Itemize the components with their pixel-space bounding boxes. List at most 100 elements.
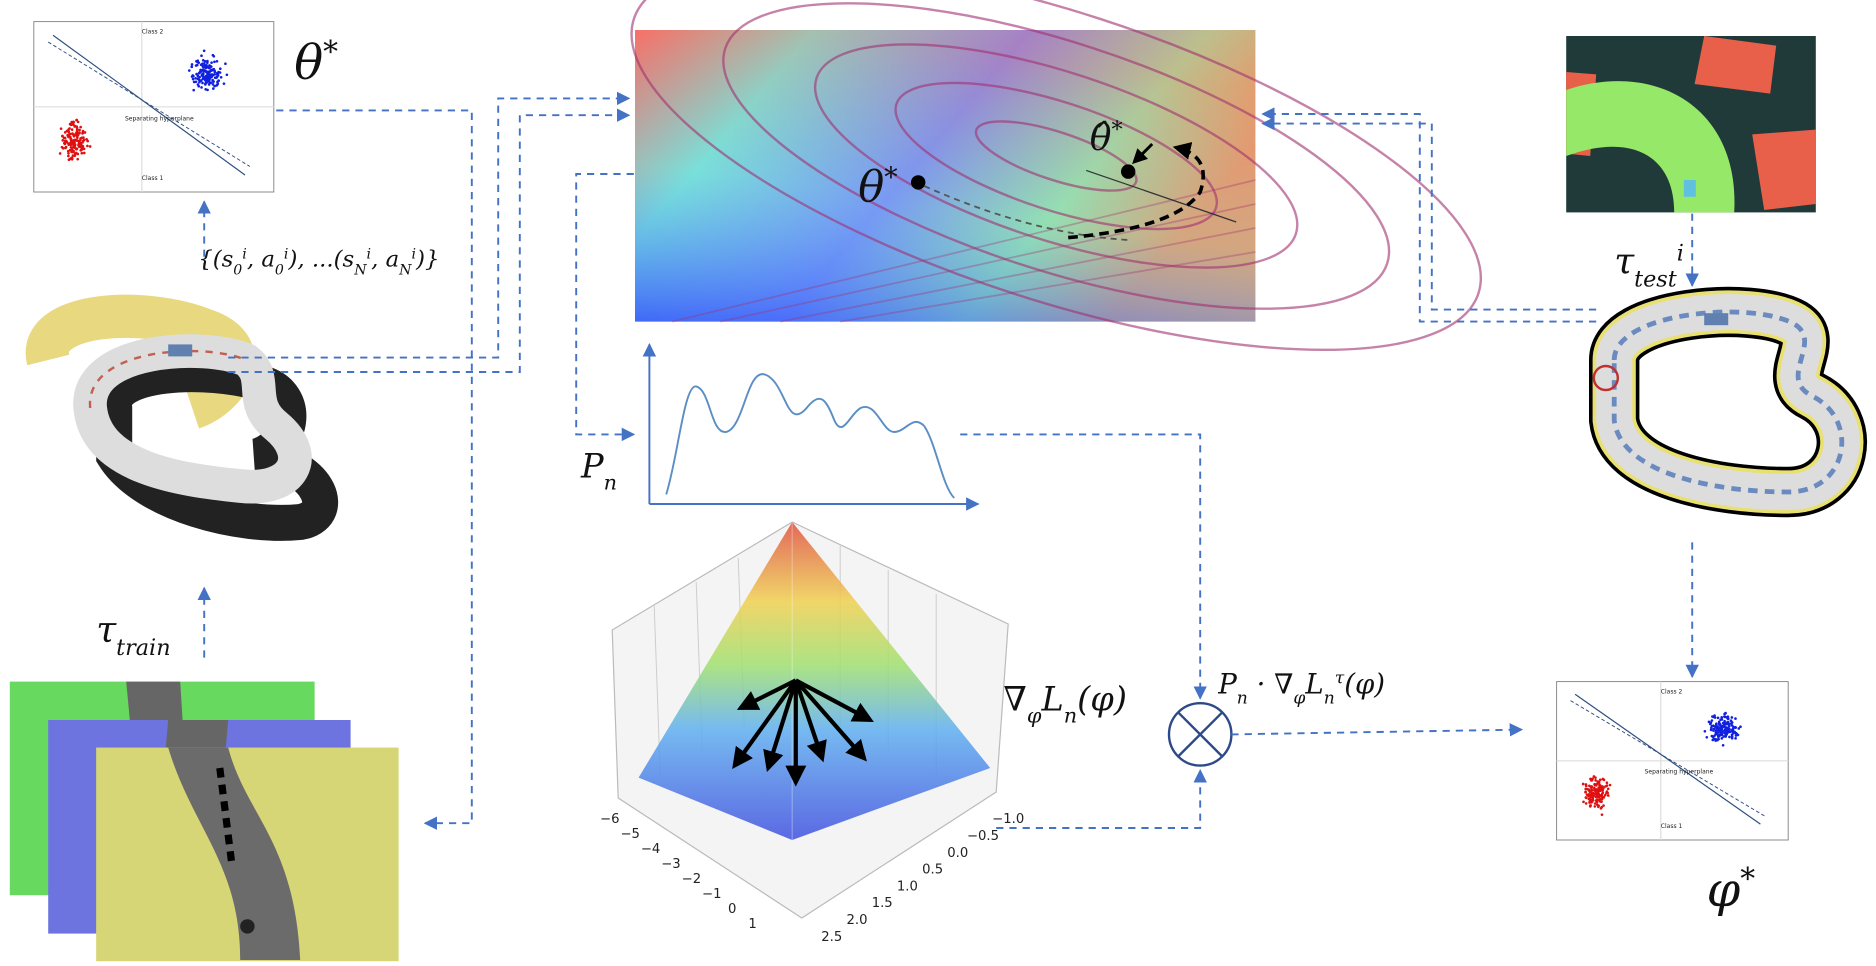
class-point [197, 71, 201, 75]
class-point [1584, 783, 1588, 786]
class-point [1602, 778, 1606, 782]
class-point [1602, 796, 1606, 799]
axis-tick-label: 1.5 [872, 896, 893, 911]
math-label: τtrain [96, 610, 170, 661]
class-point [66, 149, 70, 153]
class-point [75, 118, 78, 122]
math-label: φ* [1707, 862, 1756, 919]
label-text: · ∇ [1248, 668, 1294, 701]
label-subscript: train [116, 635, 170, 661]
class-point [213, 84, 216, 88]
label-subscript: N [398, 262, 412, 278]
class-point [75, 147, 78, 151]
label-superscript: * [323, 35, 338, 70]
class-point [195, 59, 198, 63]
class-point [1739, 725, 1742, 729]
class-point [1716, 725, 1719, 729]
class-point [222, 82, 226, 85]
class-point [77, 139, 81, 143]
class-point [213, 69, 216, 73]
label-subscript: 0 [233, 262, 242, 278]
label-text: L [1040, 679, 1063, 718]
class-point [78, 145, 82, 148]
class-point [1711, 715, 1714, 718]
classifier-scatter-plot: Class 2 Class 1 Separating hyperplane [1556, 681, 1789, 841]
class-point [1732, 725, 1735, 729]
classifier-scatter-plot: Class 2 Class 1 Separating hyperplane [33, 21, 275, 193]
class-point [1714, 739, 1717, 742]
axis-tick-label: 1 [748, 917, 756, 932]
label-subscript: n [1237, 689, 1248, 709]
label-subscript: test [1634, 267, 1677, 293]
class-point [1720, 733, 1724, 737]
class-point [1595, 798, 1599, 802]
axis-tick-label: −3 [661, 857, 680, 872]
class-point [1597, 804, 1600, 808]
class-point [60, 145, 64, 149]
label-superscript: i [1677, 241, 1684, 267]
class-point [1594, 779, 1597, 782]
class-point [82, 138, 86, 142]
axis-tick-label: −1.0 [992, 812, 1024, 827]
label-superscript: i [367, 246, 372, 262]
gradient-surface-plot [611, 521, 1009, 919]
label-text: τ [1614, 242, 1635, 283]
class-point [1712, 729, 1715, 732]
class-point [79, 125, 82, 129]
class-point [211, 53, 215, 57]
class-point [201, 81, 204, 85]
axis-tick-label: −0.5 [967, 829, 999, 844]
class-point [1709, 728, 1713, 732]
class-point [1599, 797, 1602, 801]
class-point [1705, 735, 1709, 739]
class-point [207, 83, 211, 86]
label-superscript: i [242, 246, 247, 262]
class-point [1586, 787, 1589, 791]
class-point [215, 59, 219, 63]
class-point [1591, 791, 1594, 795]
class-point [197, 61, 201, 64]
weighting-operator [1167, 702, 1233, 767]
math-label: θ* [294, 35, 338, 91]
math-label: Pn [580, 447, 617, 495]
class-point [211, 87, 215, 90]
class-point [219, 75, 223, 79]
label-text: φ [1707, 862, 1741, 918]
class-point [70, 146, 74, 150]
class-point [72, 143, 76, 147]
class-point [1595, 794, 1599, 798]
axis-tick-label: 1.0 [897, 879, 918, 894]
axis-tick-label: 0 [728, 902, 736, 917]
train-tracks [25, 294, 339, 541]
class-point [1713, 714, 1716, 717]
label-superscript: τ [1335, 669, 1345, 689]
class-point [1585, 793, 1589, 797]
class-point [190, 65, 194, 69]
label-text: )} [415, 246, 439, 272]
class-point [62, 136, 66, 140]
class-point [1710, 734, 1714, 738]
class-point [67, 154, 70, 158]
class-point [1601, 791, 1605, 795]
class-point [67, 132, 71, 136]
axis-tick-label: −4 [641, 842, 660, 857]
class-point [1737, 727, 1741, 730]
class-point [75, 138, 79, 142]
axis-tick-label: 2.0 [847, 913, 868, 928]
class-point [73, 154, 77, 157]
loss-contour-plot [630, 0, 1483, 352]
class-point [1602, 786, 1605, 790]
class-point [191, 74, 195, 77]
class-point [206, 65, 210, 69]
class-point [70, 128, 74, 131]
class-point [1590, 788, 1593, 792]
class-point [215, 71, 219, 75]
hyperplane [52, 34, 246, 176]
label-subscript: n [604, 471, 617, 495]
class-point [204, 69, 208, 73]
class-point [1728, 735, 1731, 739]
class-point [1718, 729, 1722, 733]
label-subscript: N [353, 262, 367, 278]
class-point [1597, 786, 1601, 790]
